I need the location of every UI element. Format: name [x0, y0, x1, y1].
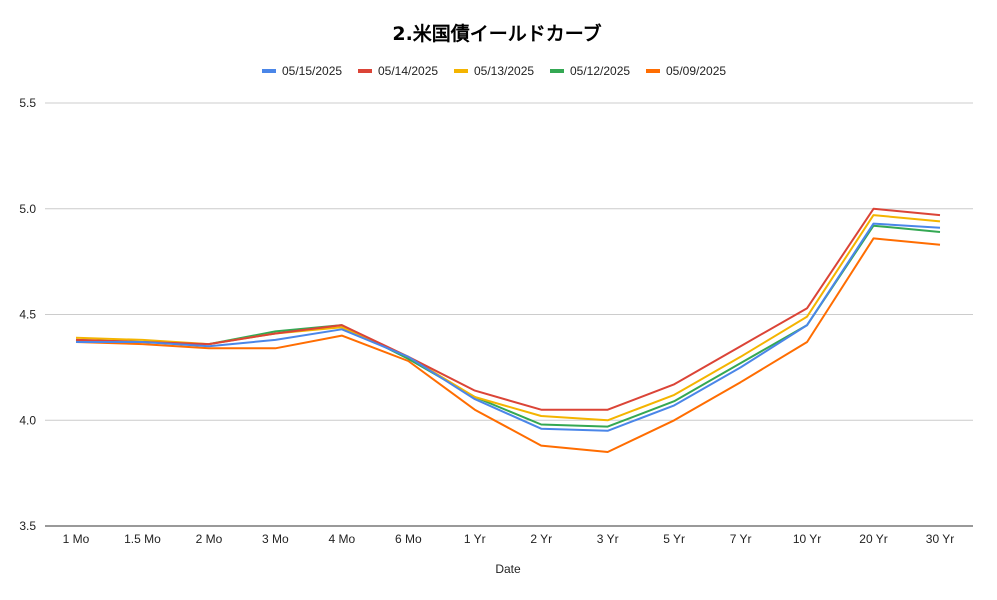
- x-tick-label: 7 Yr: [730, 532, 752, 546]
- x-axis-title: Date: [495, 562, 521, 576]
- x-tick-label: 1.5 Mo: [124, 532, 161, 546]
- legend-label: 05/12/2025: [570, 64, 630, 78]
- legend-item: 05/14/2025: [358, 64, 438, 78]
- x-tick-label: 3 Mo: [262, 532, 289, 546]
- x-tick-label: 1 Mo: [63, 532, 90, 546]
- gridlines: [45, 102, 973, 527]
- legend: 05/15/2025 05/14/2025 05/13/2025 05/12/2025…: [262, 64, 726, 78]
- legend-label: 05/13/2025: [474, 64, 534, 78]
- x-tick-label: 2 Mo: [196, 532, 223, 546]
- legend-item: 05/09/2025: [646, 64, 726, 78]
- legend-item: 05/13/2025: [454, 64, 534, 78]
- x-tick-label: 6 Mo: [395, 532, 422, 546]
- x-tick-label: 1 Yr: [464, 532, 486, 546]
- x-tick-label: 2 Yr: [530, 532, 552, 546]
- x-tick-label: 5 Yr: [663, 532, 685, 546]
- x-tick-label: 4 Mo: [329, 532, 356, 546]
- x-tick-label: 3 Yr: [597, 532, 619, 546]
- legend-label: 05/09/2025: [666, 64, 726, 78]
- y-tick-label: 3.5: [19, 519, 36, 533]
- legend-swatch: [646, 69, 660, 73]
- legend-label: 05/14/2025: [378, 64, 438, 78]
- legend-item: 05/15/2025: [262, 64, 342, 78]
- series-line: [76, 222, 941, 432]
- y-tick-label: 4.5: [19, 308, 36, 322]
- legend-label: 05/15/2025: [282, 64, 342, 78]
- x-tick-label: 30 Yr: [926, 532, 954, 546]
- x-axis: 1 Mo 1.5 Mo 2 Mo 3 Mo 4 Mo 6 Mo 1 Yr 2 Yr 3 Yr 5 …: [63, 532, 955, 546]
- y-tick-label: 5.0: [19, 202, 36, 216]
- legend-item: 05/12/2025: [550, 64, 630, 78]
- series-lines: [75, 207, 941, 453]
- legend-swatch: [454, 69, 468, 73]
- y-tick-label: 4.0: [19, 413, 36, 427]
- chart-title: 2.米国債イールドカーブ: [392, 22, 601, 45]
- x-tick-label: 20 Yr: [859, 532, 887, 546]
- legend-swatch: [358, 69, 372, 73]
- y-tick-label: 5.5: [19, 96, 36, 110]
- legend-swatch: [550, 69, 564, 73]
- y-axis: 3.5 4.0 4.5 5.0 5.5: [19, 96, 36, 533]
- legend-swatch: [262, 69, 276, 73]
- x-tick-label: 10 Yr: [793, 532, 821, 546]
- series-line: [75, 237, 941, 453]
- series-line: [75, 207, 941, 411]
